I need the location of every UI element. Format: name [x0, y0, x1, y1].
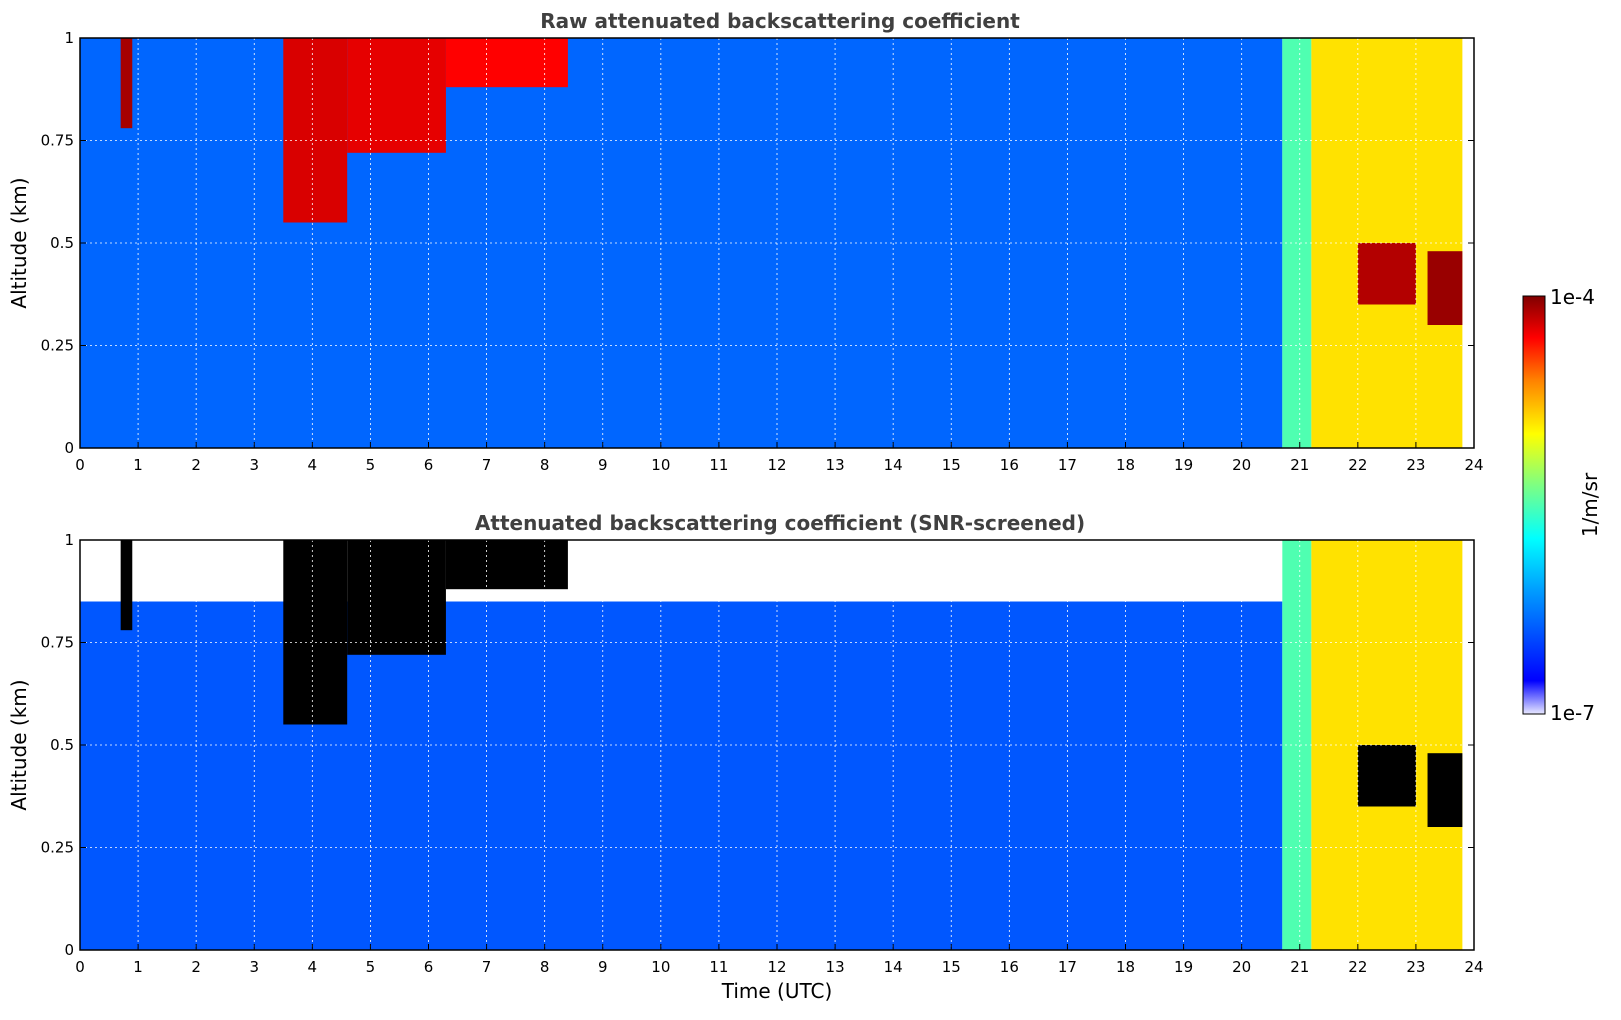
heatmap-region: [445, 38, 568, 88]
heatmap-region: [283, 38, 348, 223]
x-tick-label: 20: [1232, 958, 1251, 976]
x-tick-label: 22: [1348, 456, 1367, 474]
panel-raw: Raw attenuated backscattering coefficien…: [7, 9, 1484, 474]
x-tick-label: 20: [1232, 456, 1251, 474]
x-tick-label: 24: [1464, 958, 1483, 976]
panel-title: Raw attenuated backscattering coefficien…: [540, 9, 1020, 33]
x-tick-label: 21: [1290, 958, 1309, 976]
y-tick-label: 0.75: [41, 634, 74, 652]
colorbar-min-label: 1e-7: [1550, 701, 1595, 725]
x-tick-label: 0: [75, 456, 85, 474]
x-tick-label: 15: [942, 456, 961, 474]
x-tick-label: 3: [249, 456, 259, 474]
x-tick-label: 8: [540, 456, 550, 474]
colorbar: 1e-4 1e-7 1/m/sr: [1522, 285, 1602, 725]
x-tick-label: 11: [709, 456, 728, 474]
heatmap-area: [80, 38, 1474, 448]
x-tick-label: 1: [133, 958, 143, 976]
x-tick-label: 13: [826, 456, 845, 474]
x-axis-label: Time (UTC): [721, 979, 833, 1003]
x-tick-label: 23: [1406, 958, 1425, 976]
x-tick-label: 15: [942, 958, 961, 976]
x-tick-label: 16: [1000, 456, 1019, 474]
x-tick-labels: 0 1 2 3 4 5 6 7 8 9 10 11 12 13 14 15 16 17 18 19 20 21 22 23 24: [75, 442, 1484, 474]
x-tick-label: 5: [366, 958, 376, 976]
x-tick-label: 18: [1116, 456, 1135, 474]
heatmap-region: [120, 38, 133, 129]
heatmap-region: [1357, 243, 1416, 305]
heatmap-region: [120, 540, 133, 631]
x-tick-label: 5: [366, 456, 376, 474]
y-tick-label: 0.25: [41, 337, 74, 355]
x-tick-label: 17: [1058, 958, 1077, 976]
y-tick-label: 0.75: [41, 132, 74, 150]
x-tick-label: 4: [308, 456, 318, 474]
y-tick-label: 1: [64, 531, 74, 549]
x-tick-label: 7: [482, 958, 492, 976]
heatmap-region: [347, 540, 446, 655]
colorbar-max-label: 1e-4: [1550, 285, 1595, 309]
y-tick-label: 0.5: [50, 736, 74, 754]
heatmap-area: [80, 540, 1474, 950]
colorbar-gradient: [1522, 295, 1546, 715]
heatmap-region: [283, 540, 348, 725]
x-tick-label: 3: [249, 958, 259, 976]
x-tick-label: 21: [1290, 456, 1309, 474]
colorbar-label: 1/m/sr: [1578, 472, 1602, 537]
heatmap-region: [1357, 745, 1416, 807]
heatmap-region: [445, 540, 568, 590]
y-tick-label: 1: [64, 29, 74, 47]
x-tick-label: 8: [540, 958, 550, 976]
x-tick-label: 23: [1406, 456, 1425, 474]
heatmap-region: [1427, 251, 1463, 325]
x-tick-label: 12: [767, 958, 786, 976]
heatmap-region: [80, 601, 1283, 950]
x-tick-label: 9: [598, 958, 608, 976]
x-tick-label: 13: [826, 958, 845, 976]
x-tick-label: 4: [308, 958, 318, 976]
x-tick-label: 19: [1174, 958, 1193, 976]
x-tick-label: 12: [767, 456, 786, 474]
y-tick-label: 0: [64, 941, 74, 959]
x-tick-label: 6: [424, 958, 434, 976]
x-tick-label: 17: [1058, 456, 1077, 474]
x-tick-label: 14: [884, 456, 903, 474]
x-tick-label: 14: [884, 958, 903, 976]
x-tick-label: 2: [191, 958, 201, 976]
x-tick-label: 1: [133, 456, 143, 474]
x-tick-label: 6: [424, 456, 434, 474]
y-tick-label: 0: [64, 439, 74, 457]
x-tick-label: 24: [1464, 456, 1483, 474]
x-tick-label: 10: [651, 456, 670, 474]
x-tick-label: 19: [1174, 456, 1193, 474]
heatmap-region: [347, 38, 446, 153]
y-tick-labels: 0 0.25 0.5 0.75 1: [41, 29, 1474, 457]
x-tick-label: 10: [651, 958, 670, 976]
heatmap-region: [1427, 753, 1463, 827]
y-tick-labels: 0 0.25 0.5 0.75 1: [41, 531, 1474, 959]
x-tick-label: 7: [482, 456, 492, 474]
x-tick-labels: 0 1 2 3 4 5 6 7 8 9 10 11 12 13 14 15 16 17 18 19 20 21 22 23 24: [75, 944, 1484, 976]
x-tick-label: 16: [1000, 958, 1019, 976]
y-axis-label: Altitude (km): [7, 679, 31, 810]
x-tick-label: 0: [75, 958, 85, 976]
x-tick-label: 18: [1116, 958, 1135, 976]
x-tick-label: 2: [191, 456, 201, 474]
x-tick-label: 22: [1348, 958, 1367, 976]
panel-snr-screened: Attenuated backscattering coefficient (S…: [7, 511, 1484, 1003]
x-tick-label: 11: [709, 958, 728, 976]
panel-title: Attenuated backscattering coefficient (S…: [475, 511, 1085, 535]
y-axis-label: Altitude (km): [7, 177, 31, 308]
x-tick-label: 9: [598, 456, 608, 474]
y-tick-label: 0.5: [50, 234, 74, 252]
y-tick-label: 0.25: [41, 839, 74, 857]
